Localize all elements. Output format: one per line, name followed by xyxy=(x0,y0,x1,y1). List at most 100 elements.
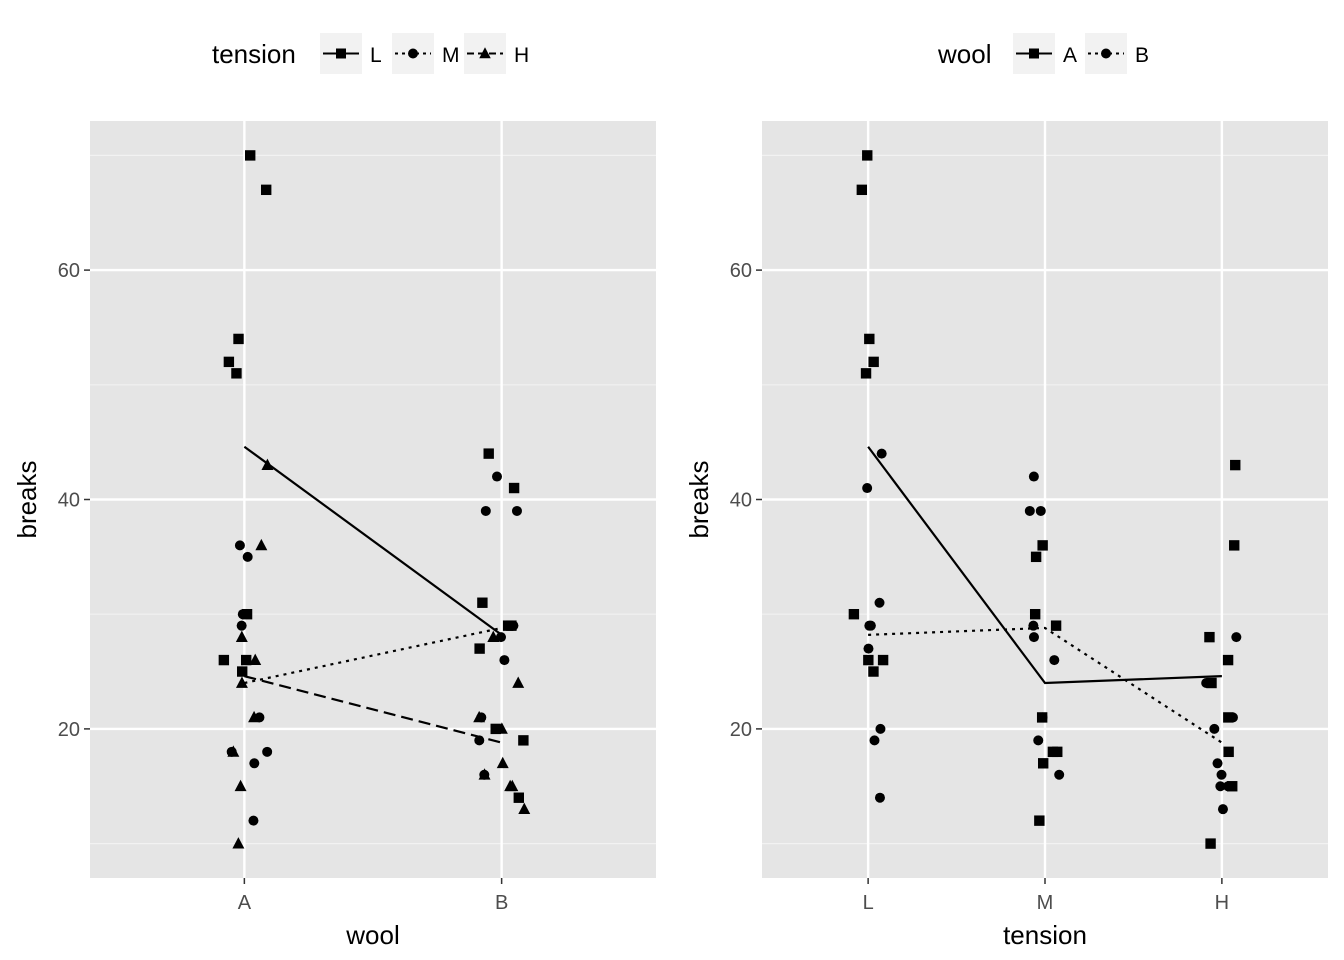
data-point-A xyxy=(1038,758,1049,769)
data-point-H xyxy=(512,676,525,688)
mean-line-B xyxy=(868,626,1223,744)
data-point-M xyxy=(249,758,260,769)
data-point-L xyxy=(474,643,485,654)
data-point-A xyxy=(863,654,874,666)
data-point-H xyxy=(261,458,274,470)
x-tick-label: B xyxy=(495,892,508,914)
legend-key-marker-M xyxy=(408,48,418,59)
data-point-H xyxy=(235,630,248,643)
data-point-B xyxy=(1028,620,1039,631)
series-H xyxy=(227,458,531,849)
data-point-A xyxy=(1205,838,1216,849)
data-point-L xyxy=(518,735,529,746)
data-point-B xyxy=(1201,678,1212,689)
data-point-M xyxy=(248,815,259,826)
data-point-L xyxy=(231,368,242,379)
data-point-B xyxy=(1227,712,1238,723)
data-point-B xyxy=(875,723,886,734)
data-point-A xyxy=(1229,540,1240,551)
legend-title: wool xyxy=(937,39,991,69)
data-point-B xyxy=(1035,505,1046,516)
data-point-L xyxy=(223,356,235,368)
data-point-H xyxy=(255,538,268,551)
legend-label-B: B xyxy=(1135,44,1149,67)
x-tick-label: H xyxy=(1215,892,1229,914)
data-point-M xyxy=(236,620,247,631)
y-tick-label: 60 xyxy=(730,260,752,282)
data-point-B xyxy=(1049,655,1060,666)
data-point-H xyxy=(495,722,508,734)
x-axis-title: wool xyxy=(345,920,399,950)
data-point-M xyxy=(242,551,253,562)
legend-key-marker-B xyxy=(1101,48,1111,59)
data-point-B xyxy=(1028,471,1039,482)
data-point-A xyxy=(868,356,879,368)
data-point-M xyxy=(511,505,522,516)
data-point-M xyxy=(508,620,519,631)
data-point-A xyxy=(1230,459,1241,471)
legend-label-M: M xyxy=(442,44,460,67)
data-point-M xyxy=(499,655,510,666)
y-axis-title: breaks xyxy=(684,460,714,538)
data-point-A xyxy=(848,608,860,620)
legend-label-A: A xyxy=(1063,44,1077,67)
data-point-L xyxy=(233,333,244,345)
y-axis-title: breaks xyxy=(12,460,42,538)
data-point-L xyxy=(513,792,524,803)
data-point-B xyxy=(865,620,876,631)
x-tick-label: M xyxy=(1037,892,1054,914)
data-point-A xyxy=(1029,608,1041,620)
y-tick-label: 20 xyxy=(730,719,752,741)
mean-line-H xyxy=(244,675,502,744)
x-tick-label: A xyxy=(238,892,252,914)
y-tick-label: 20 xyxy=(58,719,80,741)
data-point-H xyxy=(235,676,248,688)
data-point-H xyxy=(473,710,486,723)
data-point-B xyxy=(1028,632,1039,643)
data-point-B xyxy=(1037,712,1048,723)
data-point-M xyxy=(262,746,273,757)
data-point-B xyxy=(1033,735,1044,746)
x-axis-title: tension xyxy=(1003,920,1087,950)
legend-label-L: L xyxy=(370,44,382,67)
data-point-M xyxy=(491,471,502,482)
legend: tension L M H xyxy=(212,33,529,74)
legend-key-marker-L xyxy=(336,48,346,59)
data-point-L xyxy=(240,654,252,666)
data-point-A xyxy=(877,654,889,666)
data-point-L xyxy=(483,448,494,459)
data-point-H xyxy=(496,756,509,769)
data-point-L xyxy=(245,150,256,161)
legend-label-H: H xyxy=(514,44,529,67)
data-point-L xyxy=(490,723,501,735)
data-point-B xyxy=(863,643,874,654)
data-point-A xyxy=(1037,540,1048,551)
data-point-L xyxy=(218,654,230,666)
legend-title: tension xyxy=(212,39,296,69)
data-point-A xyxy=(864,333,875,345)
data-point-H xyxy=(504,779,517,792)
data-point-L xyxy=(477,597,488,608)
data-point-H xyxy=(249,653,262,665)
data-point-H xyxy=(227,745,240,757)
data-point-M xyxy=(237,609,248,620)
data-point-L xyxy=(237,666,248,677)
data-point-H xyxy=(248,710,261,723)
data-point-L xyxy=(508,482,520,494)
data-point-B xyxy=(1223,781,1234,792)
data-point-A xyxy=(1222,654,1234,666)
data-point-M xyxy=(480,505,491,516)
mean-line-A xyxy=(867,446,1222,685)
data-point-M xyxy=(495,632,506,643)
data-point-B xyxy=(1217,804,1228,815)
data-point-A xyxy=(1204,631,1215,643)
data-point-M xyxy=(234,540,245,551)
data-point-A xyxy=(1223,746,1234,758)
data-point-A xyxy=(860,368,872,379)
y-tick-label: 60 xyxy=(58,260,80,282)
data-point-A xyxy=(868,666,879,677)
data-point-B xyxy=(1209,723,1220,734)
data-point-H xyxy=(232,837,245,849)
data-point-B xyxy=(876,448,887,459)
